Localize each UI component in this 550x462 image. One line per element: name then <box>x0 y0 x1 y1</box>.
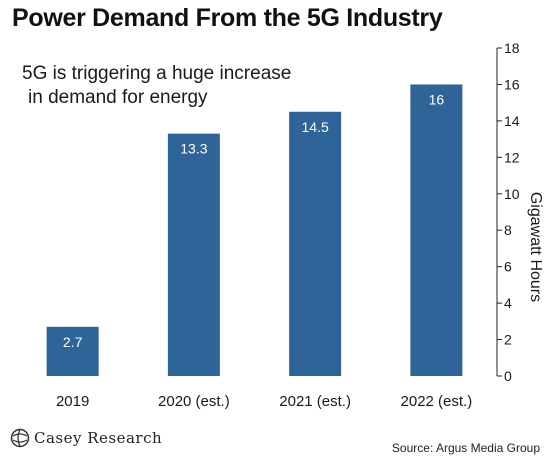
bar-1 <box>167 133 220 376</box>
y-tick-label: 12 <box>504 149 520 165</box>
y-ticks-group <box>497 47 502 377</box>
bar-value-label: 14.5 <box>302 119 329 135</box>
bar-value-label: 2.7 <box>63 334 83 350</box>
annotation-line-2: in demand for energy <box>28 87 208 108</box>
y-axis-label: Gigawatt Hours <box>527 192 544 302</box>
y-tick-labels-group: 0 2 4 6 8 10 12 14 16 18 <box>504 40 520 384</box>
casey-research-logo: Casey Research <box>10 427 162 449</box>
y-tick-label: 18 <box>504 40 520 56</box>
y-tick-label: 14 <box>504 113 520 129</box>
y-tick-label: 2 <box>504 332 512 348</box>
y-tick-label: 6 <box>504 259 512 275</box>
value-labels-group: 2.7 13.3 14.5 16 <box>63 91 444 349</box>
bar-value-label: 16 <box>429 91 445 107</box>
y-tick-label: 8 <box>504 222 512 238</box>
y-tick-label: 4 <box>504 295 512 311</box>
x-tick-label: 2019 <box>56 393 89 410</box>
bar-3 <box>410 84 463 376</box>
bars-group <box>46 84 463 377</box>
y-tick-label: 10 <box>504 186 520 202</box>
y-tick-label: 0 <box>504 368 512 384</box>
annotation-line-1: 5G is triggering a huge increase <box>22 63 292 84</box>
chart-annotation: 5G is triggering a huge increase in dema… <box>22 62 292 110</box>
y-tick-label: 16 <box>504 76 520 92</box>
source-note: Source: Argus Media Group <box>391 441 540 455</box>
chart-title: Power Demand From the 5G Industry <box>12 4 443 32</box>
x-tick-label: 2022 (est.) <box>401 393 473 410</box>
logo-text: Casey Research <box>34 429 163 447</box>
x-tick-labels-group: 2019 2020 (est.) 2021 (est.) 2022 (est.) <box>56 393 472 410</box>
bar-0 <box>46 326 99 376</box>
x-tick-label: 2020 (est.) <box>158 393 230 410</box>
globe-icon <box>10 428 30 448</box>
bar-2 <box>289 111 342 377</box>
x-tick-label: 2021 (est.) <box>279 393 351 410</box>
bar-value-label: 13.3 <box>180 141 207 157</box>
